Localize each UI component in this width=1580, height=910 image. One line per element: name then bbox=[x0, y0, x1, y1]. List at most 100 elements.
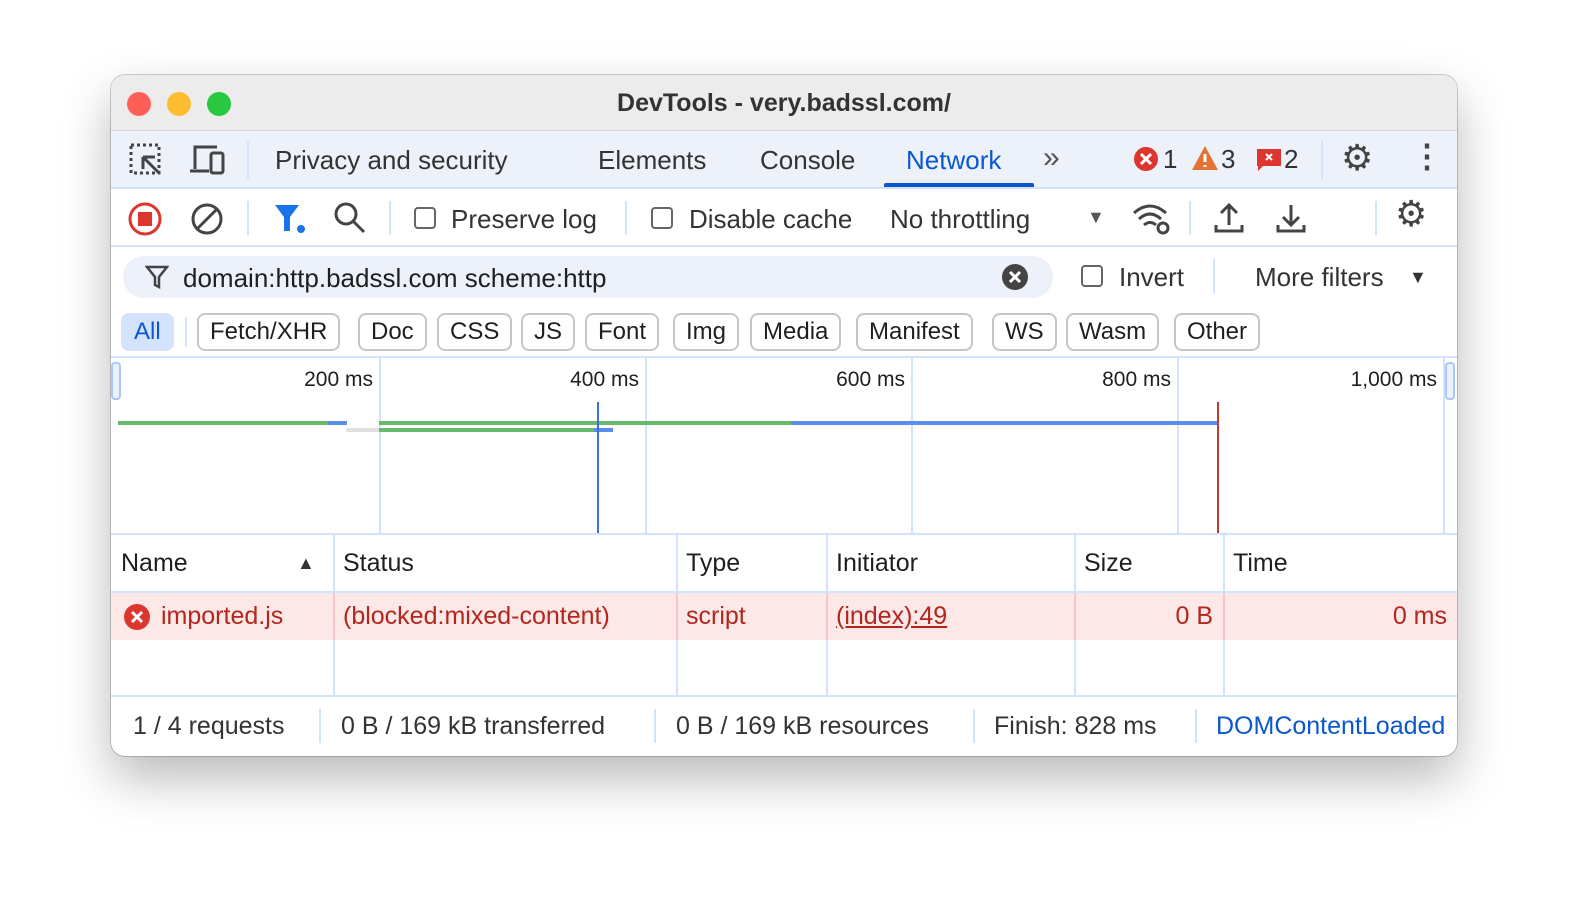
invert-label[interactable]: Invert bbox=[1119, 262, 1185, 292]
cell-name: imported.js bbox=[111, 593, 333, 640]
chevron-down-icon[interactable]: ▼ bbox=[1087, 207, 1105, 227]
more-tabs-icon[interactable]: » bbox=[1043, 141, 1060, 174]
column-header-type[interactable]: Type bbox=[676, 535, 826, 591]
finish-time: Finish: 828 ms bbox=[994, 712, 1157, 740]
network-settings-gear-icon[interactable]: ⚙ bbox=[1395, 193, 1428, 234]
throttling-select[interactable]: No throttling bbox=[890, 204, 1031, 234]
column-divider[interactable] bbox=[676, 640, 678, 695]
warning-icon[interactable] bbox=[1191, 145, 1219, 171]
column-divider[interactable] bbox=[1223, 535, 1225, 591]
timeline-gridline bbox=[1443, 358, 1445, 533]
column-header-label: Name bbox=[121, 549, 188, 577]
column-divider[interactable] bbox=[1223, 640, 1225, 695]
filter-icon[interactable] bbox=[273, 203, 309, 237]
disable-cache-label[interactable]: Disable cache bbox=[689, 204, 853, 234]
cell-value[interactable]: (index):49 bbox=[836, 602, 948, 630]
column-divider[interactable] bbox=[1074, 640, 1076, 695]
timeline-tick-label: 1,000 ms bbox=[1350, 368, 1437, 391]
dom-content-loaded-marker bbox=[597, 402, 600, 533]
column-header-label: Time bbox=[1233, 549, 1288, 577]
column-header-label: Status bbox=[343, 549, 414, 577]
column-divider[interactable] bbox=[826, 535, 828, 591]
column-header-name[interactable]: Name ▲ bbox=[111, 535, 333, 591]
cell-initiator[interactable]: (index):49 bbox=[826, 593, 1074, 640]
waterfall-bar bbox=[379, 428, 595, 432]
waterfall-bar bbox=[379, 421, 792, 425]
filter-input[interactable]: domain:http.badssl.com scheme:http bbox=[123, 256, 1053, 298]
minimize-window-button[interactable] bbox=[167, 92, 191, 116]
warning-count[interactable]: 3 bbox=[1221, 144, 1236, 174]
tab-network[interactable]: Network bbox=[906, 145, 1002, 175]
cell-value: 0 B bbox=[1175, 602, 1213, 630]
network-overview-timeline[interactable]: 200 ms 400 ms 600 ms 800 ms 1,000 ms bbox=[111, 358, 1457, 535]
preserve-log-checkbox[interactable] bbox=[414, 207, 436, 229]
network-conditions-icon[interactable] bbox=[1131, 201, 1171, 235]
timeline-left-handle[interactable] bbox=[111, 362, 121, 400]
column-divider[interactable] bbox=[333, 535, 335, 591]
column-divider[interactable] bbox=[333, 640, 335, 695]
resources-size: 0 B / 169 kB resources bbox=[676, 712, 929, 740]
issues-count[interactable]: 2 bbox=[1284, 144, 1299, 174]
type-filter-css[interactable]: CSS bbox=[437, 313, 513, 351]
timeline-gridline bbox=[911, 358, 913, 533]
timeline-tick-label: 400 ms bbox=[570, 368, 639, 391]
column-divider[interactable] bbox=[1074, 535, 1076, 591]
type-filter-wasm[interactable]: Wasm bbox=[1066, 313, 1160, 351]
tab-privacy-and-security[interactable]: Privacy and security bbox=[275, 145, 508, 175]
type-filter-other[interactable]: Other bbox=[1174, 313, 1261, 351]
cell-value: 0 ms bbox=[1392, 602, 1447, 630]
type-filter-js[interactable]: JS bbox=[521, 313, 576, 351]
type-filter-doc[interactable]: Doc bbox=[358, 313, 427, 351]
settings-gear-icon[interactable]: ⚙ bbox=[1341, 137, 1374, 178]
column-header-size[interactable]: Size bbox=[1074, 535, 1223, 591]
more-options-icon[interactable]: ⋮ bbox=[1411, 138, 1443, 174]
column-header-time[interactable]: Time bbox=[1223, 535, 1457, 591]
column-header-label: Size bbox=[1084, 549, 1133, 577]
timeline-right-handle[interactable] bbox=[1445, 362, 1455, 400]
cell-type: script bbox=[676, 593, 826, 640]
table-row[interactable]: imported.js (blocked:mixed-content) script… bbox=[111, 593, 1457, 640]
window-title: DevTools - very.badssl.com/ bbox=[617, 89, 951, 117]
close-window-button[interactable] bbox=[127, 92, 151, 116]
more-filters-chevron-icon[interactable]: ▼ bbox=[1409, 267, 1427, 287]
stop-recording-icon[interactable] bbox=[127, 201, 163, 237]
column-divider[interactable] bbox=[826, 640, 828, 695]
timeline-tick-label: 800 ms bbox=[1102, 368, 1171, 391]
cell-time: 0 ms bbox=[1223, 593, 1457, 640]
type-filter-font[interactable]: Font bbox=[585, 313, 660, 351]
column-header-initiator[interactable]: Initiator bbox=[826, 535, 1074, 591]
more-filters-button[interactable]: More filters bbox=[1255, 262, 1384, 292]
disable-cache-checkbox[interactable] bbox=[651, 207, 673, 229]
error-icon[interactable] bbox=[1133, 146, 1159, 172]
export-har-icon[interactable] bbox=[1275, 201, 1307, 235]
inspect-element-icon[interactable] bbox=[129, 143, 163, 177]
issues-icon[interactable] bbox=[1256, 147, 1282, 173]
timeline-tick-label: 200 ms bbox=[304, 368, 373, 391]
cell-value: imported.js bbox=[161, 602, 284, 630]
clear-filter-icon[interactable] bbox=[1001, 263, 1029, 291]
type-filter-fetchxhr[interactable]: Fetch/XHR bbox=[197, 313, 341, 351]
error-count[interactable]: 1 bbox=[1163, 144, 1178, 174]
import-har-icon[interactable] bbox=[1213, 201, 1245, 235]
tab-console[interactable]: Console bbox=[760, 145, 856, 175]
column-divider[interactable] bbox=[676, 535, 678, 591]
type-filter-img[interactable]: Img bbox=[673, 313, 740, 351]
status-bar: 1 / 4 requests 0 B / 169 kB transferred … bbox=[111, 697, 1457, 755]
table-header: Name ▲ Status Type Initiator Size Time bbox=[111, 535, 1457, 593]
transferred-size: 0 B / 169 kB transferred bbox=[341, 712, 606, 740]
tab-elements[interactable]: Elements bbox=[598, 145, 707, 175]
type-filter-manifest[interactable]: Manifest bbox=[856, 313, 973, 351]
type-filter-all[interactable]: All bbox=[121, 313, 174, 351]
column-divider bbox=[1074, 593, 1076, 640]
filter-input-value[interactable]: domain:http.badssl.com scheme:http bbox=[183, 263, 607, 293]
type-filter-media[interactable]: Media bbox=[750, 313, 842, 351]
column-header-status[interactable]: Status bbox=[333, 535, 676, 591]
type-filter-ws[interactable]: WS bbox=[992, 313, 1057, 351]
timeline-gridline bbox=[645, 358, 647, 533]
preserve-log-label[interactable]: Preserve log bbox=[451, 204, 597, 234]
zoom-window-button[interactable] bbox=[207, 92, 231, 116]
device-toolbar-icon[interactable] bbox=[189, 143, 227, 177]
clear-icon[interactable] bbox=[189, 201, 225, 237]
search-icon[interactable] bbox=[333, 201, 367, 235]
invert-checkbox[interactable] bbox=[1081, 265, 1103, 287]
